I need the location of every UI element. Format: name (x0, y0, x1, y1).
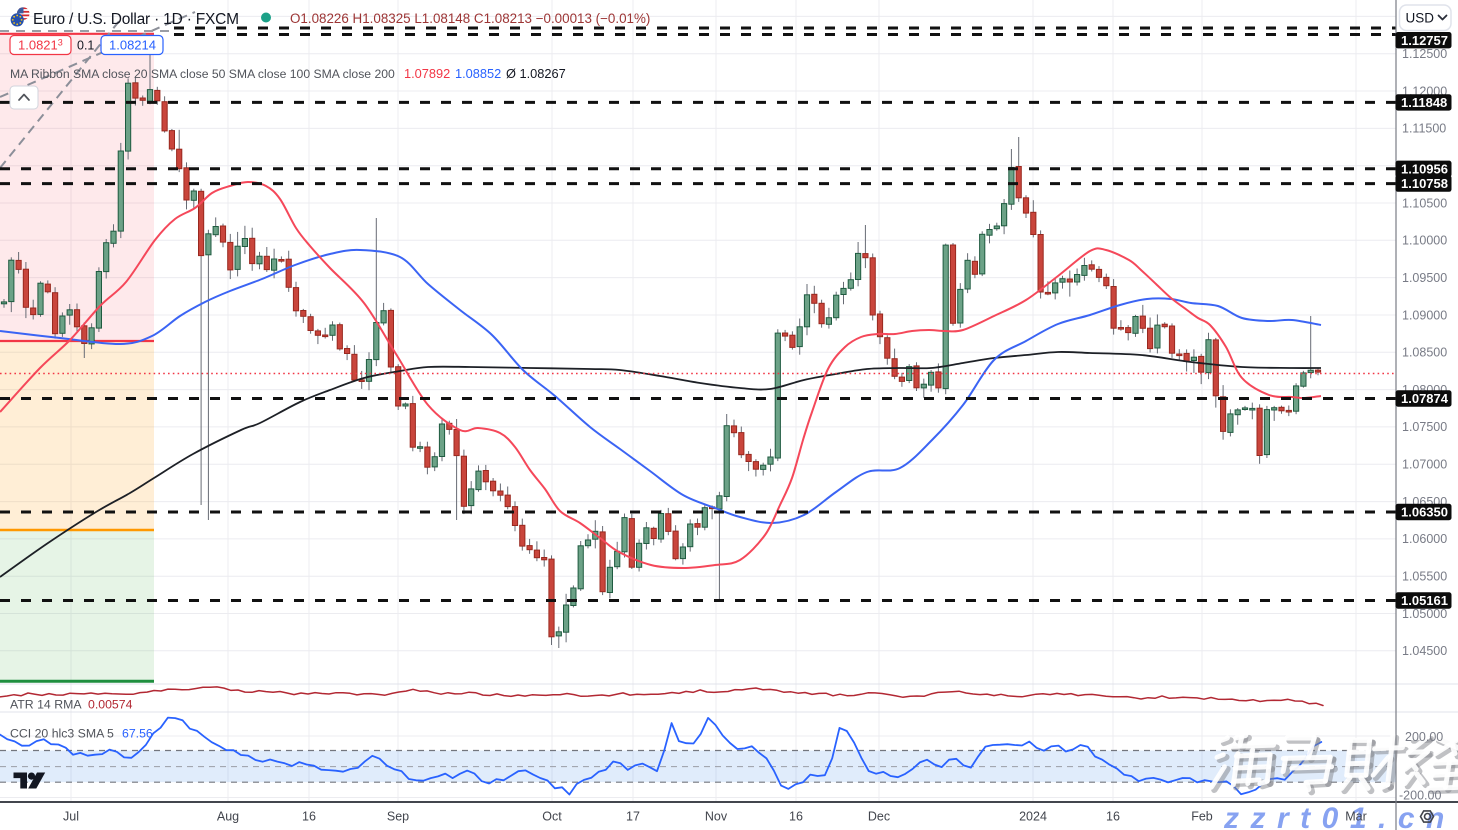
svg-text:1.08852: 1.08852 (455, 66, 501, 81)
svg-text:16: 16 (302, 810, 316, 824)
svg-text:Nov: Nov (705, 810, 728, 824)
svg-text:Ø 1.08267: Ø 1.08267 (506, 66, 566, 81)
svg-text:1.09000: 1.09000 (1402, 308, 1447, 322)
svg-text:1.07500: 1.07500 (1402, 420, 1447, 434)
svg-text:1.11500: 1.11500 (1402, 122, 1446, 136)
svg-text:1.06000: 1.06000 (1402, 532, 1447, 546)
svg-text:67.56: 67.56 (122, 727, 153, 741)
svg-text:1.05161: 1.05161 (1401, 593, 1448, 608)
svg-text:1.08213: 1.08213 (18, 38, 63, 53)
svg-text:2024: 2024 (1019, 810, 1047, 824)
svg-text:1.12500: 1.12500 (1402, 47, 1447, 61)
svg-text:Jul: Jul (63, 810, 79, 824)
svg-text:1.11848: 1.11848 (1401, 95, 1447, 110)
svg-text:zzrt01.cn: zzrt01.cn (1223, 802, 1456, 830)
svg-text:1.07892: 1.07892 (404, 66, 450, 81)
svg-text:16: 16 (1106, 810, 1120, 824)
svg-text:Feb: Feb (1191, 810, 1213, 824)
svg-text:17: 17 (626, 810, 640, 824)
svg-text:ATR 14 RMA: ATR 14 RMA (10, 698, 82, 712)
svg-text:1.10000: 1.10000 (1402, 234, 1447, 248)
svg-text:USD: USD (1406, 11, 1435, 26)
svg-text:0.1: 0.1 (77, 39, 94, 53)
svg-text:0.00574: 0.00574 (88, 698, 133, 712)
svg-text:CCI 20 hlc3 SMA 5: CCI 20 hlc3 SMA 5 (10, 727, 114, 741)
svg-text:1.08500: 1.08500 (1402, 346, 1447, 360)
svg-text:1.05000: 1.05000 (1402, 607, 1447, 621)
svg-text:Euro / U.S. Dollar · 1D · FXCM: Euro / U.S. Dollar · 1D · FXCM (33, 11, 239, 28)
svg-text:Oct: Oct (542, 810, 562, 824)
svg-text:1.07000: 1.07000 (1402, 458, 1447, 472)
svg-text:Sep: Sep (387, 810, 409, 824)
svg-text:1.08214: 1.08214 (109, 38, 156, 53)
svg-text:1.10500: 1.10500 (1402, 196, 1447, 210)
svg-text:1.04500: 1.04500 (1402, 644, 1447, 658)
svg-text:MA Ribbon SMA close 20 SMA clo: MA Ribbon SMA close 20 SMA close 50 SMA … (10, 67, 395, 81)
svg-text:1.10956: 1.10956 (1401, 161, 1448, 176)
svg-text:1.05500: 1.05500 (1402, 570, 1447, 584)
svg-text:200.00: 200.00 (1405, 730, 1443, 744)
svg-text:Aug: Aug (217, 810, 239, 824)
svg-text:-200.00: -200.00 (1399, 789, 1441, 803)
svg-text:1.10758: 1.10758 (1401, 176, 1448, 191)
svg-text:O1.08226 H1.08325 L1.08148 C1.: O1.08226 H1.08325 L1.08148 C1.08213 −0.0… (290, 11, 650, 26)
svg-text:Mar: Mar (1345, 810, 1367, 824)
svg-text:1.12757: 1.12757 (1401, 33, 1448, 48)
svg-text:1.06350: 1.06350 (1401, 505, 1448, 520)
svg-text:Dec: Dec (868, 810, 890, 824)
svg-text:1.07874: 1.07874 (1401, 391, 1449, 406)
svg-text:16: 16 (789, 810, 803, 824)
svg-text:1.09500: 1.09500 (1402, 271, 1447, 285)
